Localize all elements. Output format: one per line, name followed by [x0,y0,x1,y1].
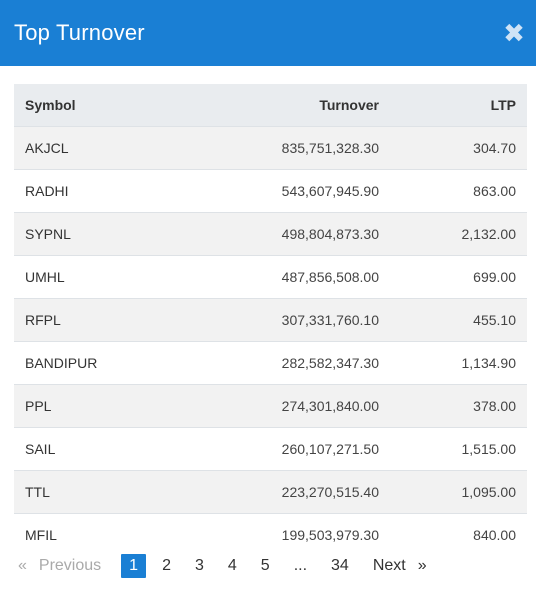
page-button-34[interactable]: 34 [331,557,349,574]
cell-turnover: 223,270,515.40 [281,483,379,500]
cell-symbol: RFPL [25,311,61,328]
table-row[interactable]: MFIL 199,503,979.30 840.00 [14,513,527,556]
next-button[interactable]: Next [372,557,406,574]
cell-turnover: 487,856,508.00 [281,268,379,285]
close-icon[interactable]: ✖ [503,18,525,48]
page-button-2[interactable]: 2 [162,557,171,574]
cell-ltp: 1,515.00 [461,440,517,457]
cell-turnover: 835,751,328.30 [281,139,379,156]
previous-arrow: « [18,557,27,574]
table-row[interactable]: RFPL 307,331,760.10 455.10 [14,298,527,341]
table-row[interactable]: TTL 223,270,515.40 1,095.00 [14,470,527,513]
table-row[interactable]: BANDIPUR 282,582,347.30 1,134.90 [14,341,527,384]
cell-ltp: 1,095.00 [461,483,517,500]
cell-ltp: 378.00 [473,397,516,414]
cell-turnover: 260,107,271.50 [281,440,379,457]
cell-ltp: 304.70 [473,139,516,156]
cell-ltp: 840.00 [473,526,516,543]
cell-symbol: RADHI [25,182,69,199]
table-row[interactable]: SYPNL 498,804,873.30 2,132.00 [14,212,527,255]
table-row[interactable]: AKJCL 835,751,328.30 304.70 [14,126,527,169]
table-header-row: Symbol Turnover LTP [14,84,527,126]
table-row[interactable]: RADHI 543,607,945.90 863.00 [14,169,527,212]
column-header-symbol[interactable]: Symbol [25,96,76,113]
table-row[interactable]: PPL 274,301,840.00 378.00 [14,384,527,427]
cell-ltp: 1,134.90 [461,354,517,371]
cell-turnover: 282,582,347.30 [281,354,379,371]
cell-symbol: SYPNL [25,225,71,242]
cell-symbol: BANDIPUR [25,354,98,371]
page-button-4[interactable]: 4 [227,557,237,574]
page-button-5[interactable]: 5 [260,557,270,574]
turnover-table-container: Symbol Turnover LTP AKJCL 835,751,328.30 3… [14,84,527,556]
modal-title: Top Turnover [14,20,145,45]
table-body: AKJCL 835,751,328.30 304.70 RADHI 543,607,94… [14,126,527,556]
cell-turnover: 274,301,840.00 [281,397,379,414]
modal-header: Top Turnover ✖ [0,0,536,66]
cell-symbol: UMHL [25,268,65,285]
next-arrow[interactable]: » [417,557,427,574]
cell-symbol: PPL [25,397,52,414]
column-header-turnover[interactable]: Turnover [319,96,379,113]
cell-ltp: 863.00 [473,182,516,199]
cell-turnover: 498,804,873.30 [281,225,379,242]
page-button-1[interactable]: 1 [121,554,147,578]
pagination-ellipsis: ... [293,557,308,574]
previous-button[interactable]: Previous [38,557,102,574]
cell-ltp: 699.00 [473,268,516,285]
cell-turnover: 307,331,760.10 [281,311,379,328]
table-row[interactable]: SAIL 260,107,271.50 1,515.00 [14,427,527,470]
cell-symbol: TTL [25,483,50,500]
table-row[interactable]: UMHL 487,856,508.00 699.00 [14,255,527,298]
cell-turnover: 199,503,979.30 [281,526,379,543]
page-button-3[interactable]: 3 [194,557,204,574]
cell-symbol: SAIL [25,440,56,457]
cell-symbol: MFIL [25,526,57,543]
cell-symbol: AKJCL [25,139,69,156]
cell-turnover: 543,607,945.90 [281,182,379,199]
cell-ltp: 455.10 [473,311,516,328]
turnover-table: Symbol Turnover LTP AKJCL 835,751,328.30 3… [14,84,527,556]
cell-ltp: 2,132.00 [461,225,517,242]
column-header-ltp[interactable]: LTP [490,96,516,113]
pagination: « Previous 1 2 3 4 5 ... 34 Next » [14,553,431,579]
